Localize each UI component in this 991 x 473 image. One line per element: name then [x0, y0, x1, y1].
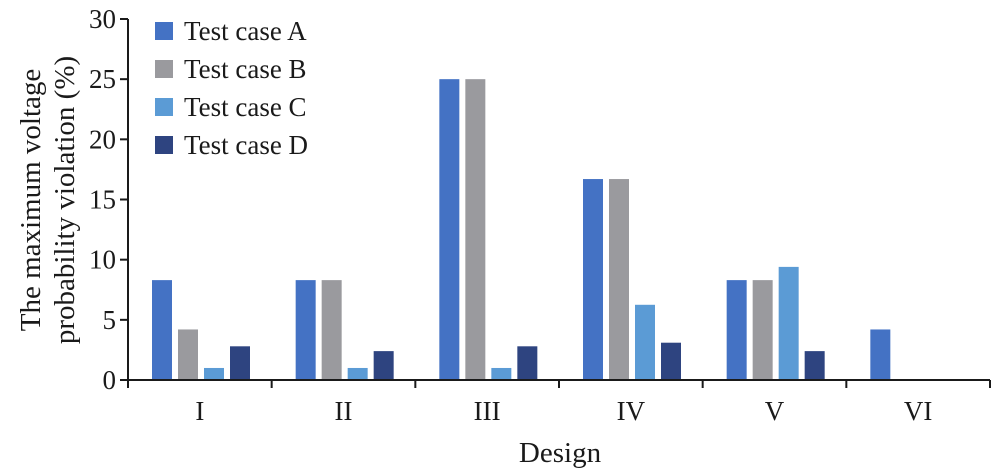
legend-swatch: [155, 136, 173, 154]
bar-test-case-a-v: [726, 280, 747, 380]
legend: Test case A Test case B Test case C Test ca…: [155, 16, 308, 160]
y-tick-label: 5: [103, 305, 117, 335]
bar-test-case-d-iv: [661, 342, 681, 380]
bars-group: [152, 79, 891, 381]
y-axis-title-line-1: The maximum voltage: [15, 69, 47, 332]
bar-test-case-d-v: [804, 351, 825, 380]
x-tick-label: II: [335, 396, 353, 426]
bar-test-case-b-i: [178, 329, 198, 380]
y-tick-label: 10: [89, 245, 116, 275]
bar-test-case-a-iii: [439, 79, 460, 381]
bar-test-case-d-iii: [517, 346, 538, 380]
legend-swatch: [155, 22, 173, 40]
y-ticks-group: 0 5 10 15 20 25 30: [89, 4, 128, 395]
bar-test-case-c-i: [204, 367, 224, 380]
x-axis-title: Design: [519, 437, 602, 469]
bar-test-case-c-iii: [491, 367, 512, 380]
y-tick-label: 30: [89, 4, 116, 34]
x-tick-label: IV: [617, 396, 646, 426]
bar-test-case-c-v: [778, 266, 799, 380]
legend-swatch: [155, 98, 173, 116]
bar-test-case-d-i: [230, 346, 250, 380]
x-tick-label: I: [195, 396, 204, 426]
bar-test-case-a-iv: [583, 179, 603, 380]
y-tick-label: 25: [89, 64, 116, 94]
bar-test-case-c-ii: [347, 367, 368, 380]
y-tick-label: 15: [89, 185, 116, 215]
legend-label: Test case D: [184, 130, 308, 160]
x-tick-label: VI: [904, 396, 933, 426]
bar-test-case-b-iii: [465, 79, 486, 381]
bar-test-case-b-iv: [609, 179, 629, 380]
y-axis-title-line-2: probability violation (%): [49, 56, 81, 344]
bar-test-case-a-i: [152, 280, 172, 380]
bar-test-case-d-ii: [373, 351, 394, 380]
x-tick-label: III: [474, 396, 501, 426]
legend-label: Test case B: [184, 54, 307, 84]
bar-test-case-b-ii: [321, 280, 342, 380]
legend-swatch: [155, 60, 173, 78]
bar-test-case-a-vi: [870, 329, 891, 380]
bar-test-case-a-ii: [295, 280, 316, 380]
bar-test-case-b-v: [752, 280, 773, 380]
legend-label: Test case C: [184, 92, 307, 122]
legend-label: Test case A: [184, 16, 307, 46]
y-tick-label: 20: [89, 124, 116, 154]
bar-test-case-c-iv: [635, 304, 655, 380]
x-tick-label: V: [765, 396, 785, 426]
y-tick-label: 0: [103, 365, 117, 395]
x-ticks-group: I II III IV V VI: [127, 380, 991, 426]
y-axis-title: The maximum voltage probability violatio…: [15, 56, 81, 344]
